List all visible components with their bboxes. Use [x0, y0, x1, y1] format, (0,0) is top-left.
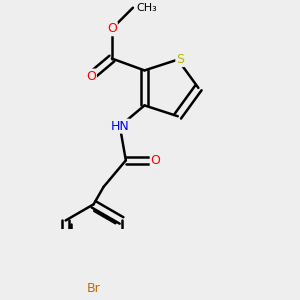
- Text: HN: HN: [110, 120, 129, 133]
- Text: S: S: [176, 53, 184, 66]
- Text: Br: Br: [87, 282, 100, 295]
- Text: O: O: [107, 22, 117, 35]
- Text: O: O: [86, 70, 96, 83]
- Text: CH₃: CH₃: [137, 3, 158, 13]
- Text: O: O: [151, 154, 160, 167]
